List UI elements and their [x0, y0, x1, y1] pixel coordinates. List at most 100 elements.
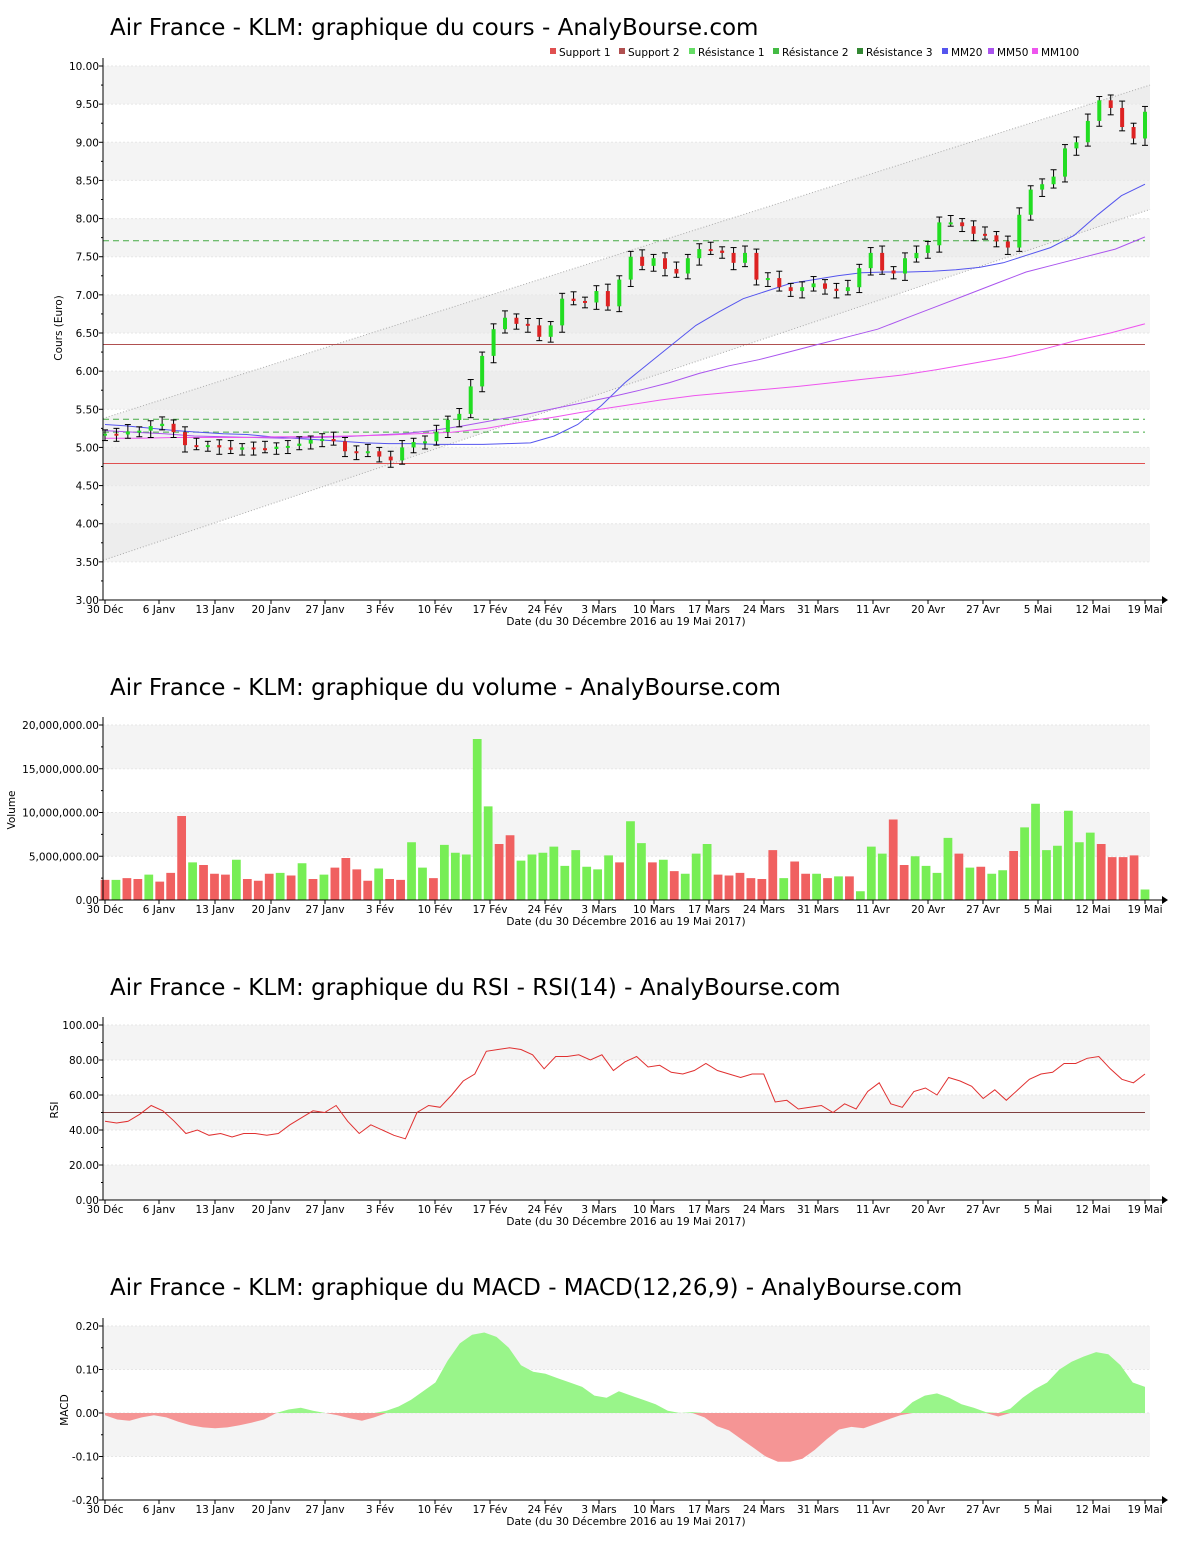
candle-body [468, 386, 473, 414]
price-candle [456, 408, 463, 428]
y-tick-label: 4.50 [76, 481, 99, 493]
candle-body [674, 268, 679, 274]
candle-body [617, 279, 622, 307]
volume-chart-title: Air France - KLM: graphique du volume - … [110, 675, 781, 701]
x-tick-label: 11 Avr [856, 1204, 890, 1216]
volume-bar [429, 878, 438, 900]
x-tick-label: 27 Janv [305, 604, 344, 616]
legend-item: Support 1 [550, 47, 611, 59]
candle-body [685, 258, 690, 274]
candle-body [125, 431, 130, 435]
volume-bar [221, 874, 230, 900]
volume-bar [133, 879, 143, 900]
candle-body [1120, 107, 1125, 128]
price-candle [182, 426, 188, 453]
legend-item: Support 2 [619, 47, 680, 59]
volume-bar [735, 872, 745, 900]
candle-body [491, 329, 496, 356]
candle-body [285, 445, 290, 448]
volume-bar [516, 860, 526, 900]
x-tick-label: 17 Fév [473, 1504, 508, 1516]
candle-body [480, 355, 485, 387]
volume-bar [286, 875, 296, 900]
candle-body [503, 317, 507, 330]
price-candle [673, 261, 680, 278]
macd-y-axis: -0.20 -0.10 0.00 0.10 0.20 [72, 1318, 104, 1507]
price-candle [662, 252, 668, 277]
candle-body [1097, 100, 1102, 121]
x-tick-label: 31 Mars [797, 604, 839, 616]
candle-body [743, 252, 747, 263]
x-tick-label: 17 Fév [473, 904, 508, 916]
candle-body [114, 433, 119, 436]
rsi-line [104, 1047, 1146, 1140]
volume-bar [823, 878, 832, 900]
price-legend: Support 1 Support 2 Résistance 1 Résistance… [550, 47, 1079, 59]
volume-bar [1085, 832, 1095, 900]
price-candle [1119, 100, 1126, 132]
volume-bar [571, 850, 581, 900]
price-candle [444, 415, 451, 439]
x-tick-label: 27 Janv [305, 1504, 344, 1516]
legend-label: Support 2 [628, 47, 680, 59]
volume-bar [669, 871, 679, 900]
volume-bar [188, 862, 197, 900]
x-tick-label: 20 Avr [911, 604, 945, 616]
legend-swatch [619, 48, 625, 54]
y-tick-label: 0.20 [76, 1321, 99, 1333]
candle-body [754, 252, 759, 280]
price-candle [1016, 207, 1023, 252]
price-candle [193, 437, 200, 451]
volume-bar [396, 879, 405, 900]
volume-bar [461, 854, 471, 900]
price-candle [822, 279, 828, 295]
moving-average-mm50 [104, 236, 1146, 439]
y-tick-label: 4.00 [76, 519, 99, 531]
x-tick-label: 24 Fév [528, 1204, 563, 1216]
price-candle [970, 220, 977, 242]
price-candle [1050, 169, 1057, 189]
candle-body [320, 439, 325, 442]
price-candle [250, 441, 257, 456]
candle-body [1085, 120, 1090, 143]
candle-body [217, 445, 222, 448]
volume-y-axis: 0.00 5,000,000.00 10,000,000.00 15,000,000.… [22, 717, 104, 907]
candle-body [720, 250, 725, 253]
y-tick-label: 5,000,000.00 [29, 851, 99, 863]
price-chart: Air France - KLM: graphique du cours - A… [53, 15, 1168, 628]
price-candle [936, 216, 943, 253]
volume-bar [932, 872, 942, 900]
volume-bar [976, 866, 986, 900]
volume-y-axis-title: Volume [6, 790, 18, 829]
x-tick-label: 30 Déc [86, 604, 123, 616]
x-tick-label: 17 Mars [688, 1204, 730, 1216]
y-tick-label: 0.00 [76, 1408, 99, 1420]
price-candle [1004, 235, 1011, 255]
candle-body [891, 270, 896, 274]
price-candle [1039, 178, 1046, 197]
price-candle [799, 281, 806, 299]
volume-bar [210, 873, 219, 900]
x-tick-label: 24 Mars [743, 904, 785, 916]
legend-label: Résistance 2 [782, 47, 849, 59]
price-candle [1130, 122, 1137, 145]
volume-bar [1042, 850, 1051, 900]
volume-bar [604, 855, 613, 900]
price-candle [707, 241, 714, 255]
x-tick-label: 13 Janv [195, 1504, 234, 1516]
candle-body [1131, 127, 1136, 139]
x-tick-label: 31 Mars [797, 904, 839, 916]
trend-channel-lower [102, 208, 1151, 561]
x-tick-label: 12 Mai [1075, 604, 1110, 616]
rsi-series-line [104, 1047, 1146, 1140]
price-candle [742, 245, 748, 268]
x-axis-arrow [1162, 1196, 1168, 1204]
y-tick-label: -0.20 [72, 1495, 99, 1507]
rsi-y-axis: 0.00 20.00 40.00 60.00 80.00 100.00 [62, 1017, 104, 1207]
volume-bar [374, 868, 384, 900]
x-tick-label: 30 Déc [86, 1504, 123, 1516]
price-chart-title: Air France - KLM: graphique du cours - A… [110, 15, 758, 41]
x-tick-label: 12 Mai [1075, 1204, 1110, 1216]
x-axis-arrow [1162, 596, 1168, 604]
